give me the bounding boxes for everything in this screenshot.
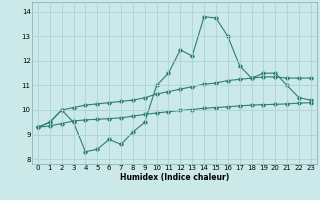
X-axis label: Humidex (Indice chaleur): Humidex (Indice chaleur) xyxy=(120,173,229,182)
